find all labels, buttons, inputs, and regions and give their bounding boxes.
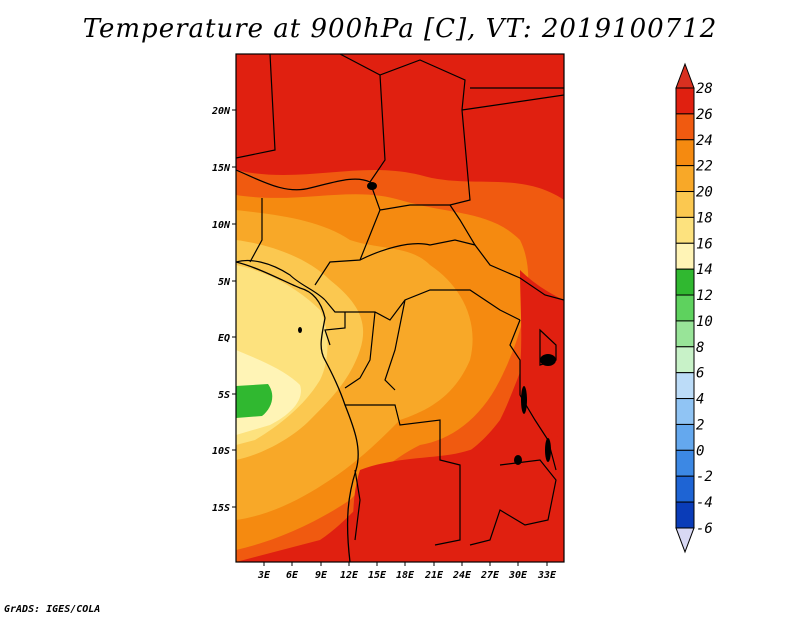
colorbar-swatch (675, 113, 695, 141)
lon-tick: 9E (315, 562, 328, 581)
temperature-field (236, 54, 564, 562)
lat-tick: 15S (212, 503, 236, 514)
region-green-cool (236, 384, 273, 418)
colorbar-swatch (675, 268, 695, 296)
colorbar-label: 6 (696, 366, 704, 382)
colorbar-swatch (675, 346, 695, 374)
colorbar-label: 12 (696, 288, 713, 304)
coastline (236, 261, 359, 562)
lat-tick-label: 5S (218, 390, 230, 401)
lon-tick-label: 6E (286, 570, 299, 581)
map-title: Temperature at 900hPa [C], VT: 201910071… (82, 14, 718, 44)
colorbar-swatch (675, 398, 695, 425)
colorbar-label: 2 (696, 417, 704, 433)
lat-tick-label: 15S (212, 503, 230, 514)
colorbar-swatch (675, 423, 695, 451)
lon-tick: 18E (396, 562, 415, 581)
lon-tick: 3E (257, 562, 271, 581)
lat-tick-label: EQ (218, 333, 230, 344)
grads-credit: GrADS: IGES/COLA (4, 604, 101, 615)
lat-tick-label: 15N (212, 163, 231, 174)
lon-tick-label: 15E (368, 570, 387, 581)
colorbar-label: 10 (696, 314, 713, 330)
lon-tick: 12E (340, 562, 359, 581)
lon-tick: 27E (480, 562, 500, 581)
lon-tick-label: 30E (508, 570, 528, 581)
plot-frame (235, 53, 565, 563)
colorbar-label: 26 (696, 107, 713, 123)
colorbar-swatch (675, 501, 695, 529)
colorbar-swatch (675, 165, 695, 193)
lat-tick: 5S (218, 390, 236, 401)
lon-tick: 6E (286, 562, 299, 581)
colorbar-top-arrow (675, 62, 695, 89)
colorbar-label: 20 (696, 185, 713, 201)
colorbar-label: 24 (696, 133, 713, 149)
colorbar-swatch (675, 475, 695, 503)
lat-tick-label: 10S (212, 446, 230, 457)
lon-tick-label: 3E (257, 570, 271, 581)
colorbar-swatch (675, 294, 695, 322)
colorbar-label: -6 (696, 521, 713, 537)
lat-tick: 10N (212, 220, 236, 231)
lon-tick-label: 21E (424, 570, 444, 581)
colorbar-label: 0 (696, 443, 704, 459)
region-hot-south (350, 435, 564, 562)
colorbar-label: 14 (696, 262, 713, 278)
colorbar-swatch (675, 372, 695, 400)
lakes (298, 182, 556, 465)
lat-tick: EQ (218, 333, 236, 344)
colorbar-swatch (675, 87, 695, 115)
colorbar-swatch (675, 139, 695, 167)
lon-tick: 21E (424, 562, 444, 581)
colorbar-label: 28 (696, 81, 713, 97)
lon-tick-label: 18E (396, 570, 415, 581)
lon-tick-label: 9E (315, 570, 328, 581)
colorbar-label: 18 (696, 210, 713, 226)
lat-tick: 10S (212, 446, 236, 457)
colorbar-label: 8 (696, 340, 704, 356)
lon-tick-label: 27E (480, 570, 500, 581)
lat-axis: 20N 15N 10N 5N EQ 5S 10S 15S (211, 106, 236, 514)
lon-tick-label: 24E (452, 570, 472, 581)
colorbar-swatch (675, 216, 695, 244)
lon-tick: 15E (368, 562, 387, 581)
colorbar-label: 16 (696, 236, 713, 252)
lon-tick: 30E (508, 562, 528, 581)
lon-tick-label: 12E (340, 570, 359, 581)
colorbar-bottom-arrow (675, 527, 695, 554)
lon-axis: 3E 6E 9E 12E 15E 18E 21E 24E 27E 30E 33E (257, 562, 557, 581)
lat-tick-label: 10N (212, 220, 231, 231)
lon-tick-label: 33E (537, 570, 557, 581)
lat-tick: 20N (211, 106, 236, 117)
colorbar-swatch (675, 191, 695, 218)
colorbar-label: 22 (696, 159, 713, 175)
lat-tick: 5N (218, 277, 236, 288)
lon-tick: 33E (537, 562, 557, 581)
colorbar-swatch (675, 320, 695, 348)
colorbar-label: -4 (696, 495, 713, 511)
colorbar-label: 4 (696, 392, 704, 408)
lat-tick-label: 20N (211, 106, 231, 117)
colorbar-label: -2 (696, 469, 713, 485)
colorbar-swatch (675, 449, 695, 477)
colorbar-swatch (675, 242, 695, 270)
lat-tick-label: 5N (218, 277, 231, 288)
lat-tick: 15N (212, 163, 236, 174)
lon-tick: 24E (452, 562, 472, 581)
